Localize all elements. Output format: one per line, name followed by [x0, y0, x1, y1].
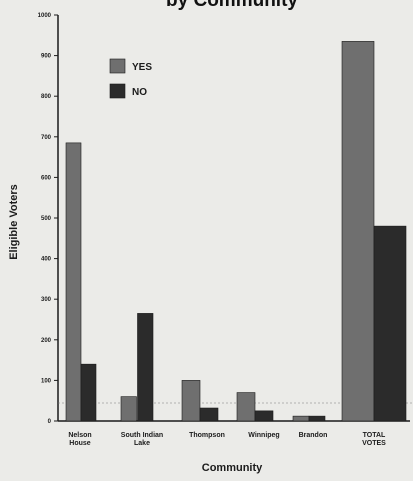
y-tick-label: 900 — [41, 54, 52, 60]
bar-no — [199, 407, 219, 422]
category-label: VOTES — [362, 440, 386, 447]
x-axis-title: Community — [202, 462, 263, 474]
y-tick-label: 800 — [41, 94, 52, 100]
category-label: Nelson — [68, 432, 91, 439]
category-label: Winnipeg — [248, 432, 279, 439]
legend-label-no: NO — [132, 87, 147, 98]
category-label: Thompson — [189, 432, 225, 439]
category-label: Brandon — [299, 432, 328, 439]
bar-no — [373, 225, 407, 422]
y-tick-label: 0 — [48, 419, 52, 425]
bar-yes — [341, 41, 375, 422]
bar-yes — [65, 142, 82, 422]
y-tick-label: 700 — [41, 135, 52, 141]
bar-yes — [120, 396, 137, 422]
category-label: House — [69, 440, 91, 447]
category-label: South Indian — [121, 432, 163, 439]
y-tick-label: 100 — [41, 378, 52, 384]
y-tick-label: 1000 — [38, 13, 52, 19]
legend-swatch-yes — [109, 58, 126, 74]
legend-swatch-no — [109, 83, 126, 99]
bar-no — [137, 313, 154, 422]
bar-no — [80, 363, 97, 422]
category-label: TOTAL — [363, 432, 386, 439]
chart-title: by Community — [166, 0, 298, 11]
legend: YES NO — [109, 58, 152, 99]
y-tick-label: 500 — [41, 216, 52, 222]
bar-yes — [236, 392, 256, 422]
bar-yes — [292, 415, 310, 422]
y-tick-label: 200 — [41, 338, 52, 344]
y-axis-ticks: 0 100 200 300 400 500 600 700 800 900 1000 — [38, 13, 58, 425]
y-tick-label: 300 — [41, 297, 52, 303]
legend-label-yes: YES — [132, 62, 152, 73]
y-tick-label: 400 — [41, 257, 52, 263]
bars-group — [65, 41, 407, 422]
y-tick-label: 600 — [41, 175, 52, 181]
bar-no — [308, 415, 326, 422]
bar-yes — [181, 380, 201, 422]
category-label: Lake — [134, 440, 150, 447]
bar-no — [254, 410, 274, 422]
y-axis-title: Eligible Voters — [8, 184, 20, 260]
